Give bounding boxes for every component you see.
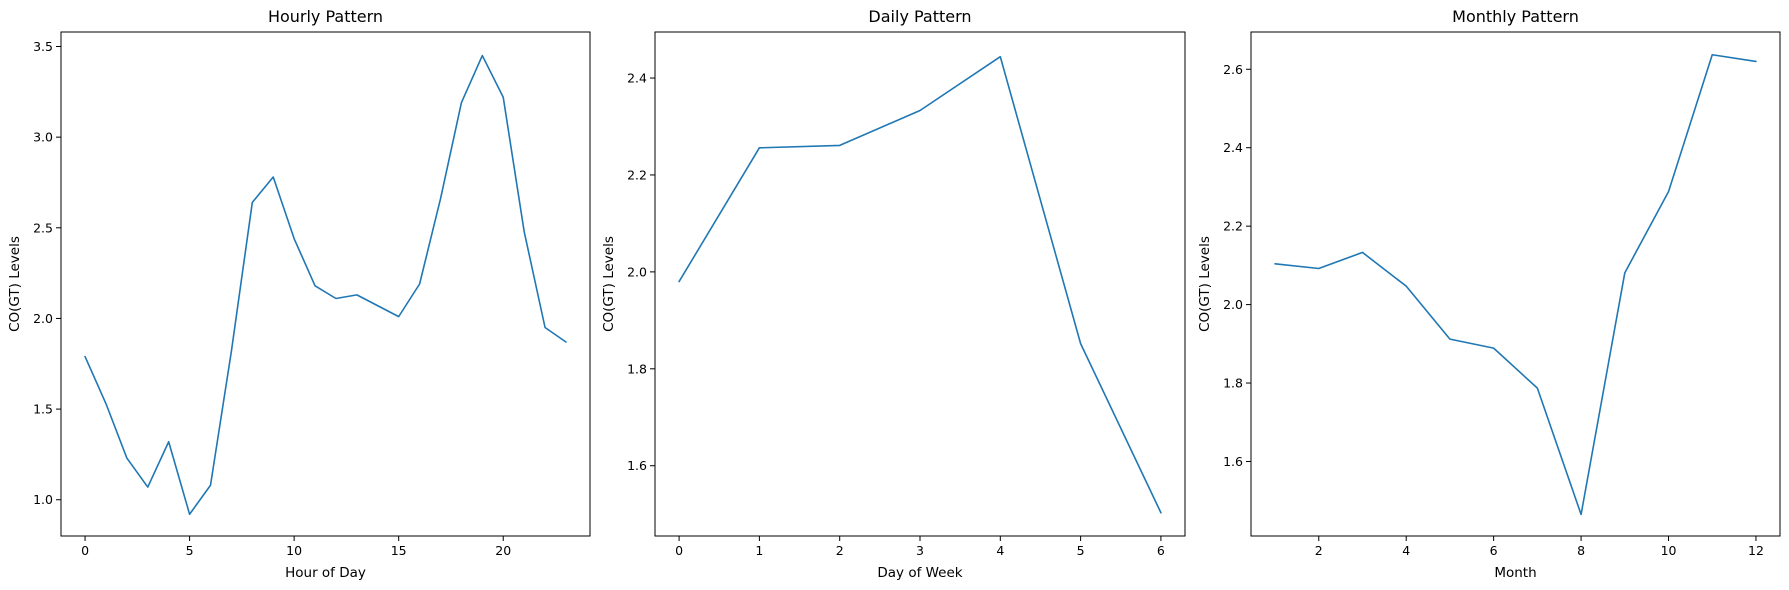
- monthly-chart-title: Monthly Pattern: [1452, 7, 1579, 26]
- monthly-y-axis-label: CO(GT) Levels: [1197, 236, 1213, 332]
- hourly-x-tick-label: 5: [186, 543, 194, 558]
- hourly-y-tick-label: 3.0: [33, 130, 53, 145]
- monthly-plot-frame: [1250, 31, 1781, 537]
- daily-x-axis-label: Day of Week: [877, 565, 962, 581]
- daily-y-tick-label: 2.2: [627, 167, 647, 182]
- daily-chart-title: Daily Pattern: [868, 7, 971, 26]
- hourly-y-tick-label: 2.0: [33, 311, 53, 326]
- monthly-y-tick-label: 2.6: [1223, 62, 1243, 77]
- monthly-x-axis-label: Month: [1494, 565, 1536, 581]
- hourly-x-tick-label: 20: [495, 543, 511, 558]
- hourly-y-tick-label: 1.0: [33, 492, 53, 507]
- daily-x-tick-label: 5: [1077, 543, 1085, 558]
- daily-y-tick-label: 2.4: [627, 71, 647, 86]
- monthly-y-tick-label: 1.6: [1223, 454, 1243, 469]
- daily-series-line: [678, 55, 1162, 514]
- hourly-y-axis-label: CO(GT) Levels: [7, 236, 23, 332]
- hourly-x-tick-label: 15: [391, 543, 407, 558]
- monthly-x-tick-label: 12: [1748, 543, 1764, 558]
- monthly-x-tick-label: 4: [1402, 543, 1410, 558]
- monthly-x-tick-label: 2: [1315, 543, 1323, 558]
- monthly-pattern-panel: Monthly Pattern 2 4 6 8 10 12 1.6 1.8 2.0 2.2 2.4 2.…: [1197, 7, 1781, 581]
- hourly-x-tick-label: 10: [286, 543, 302, 558]
- hourly-y-tick-label: 3.5: [33, 39, 53, 54]
- daily-pattern-panel: Daily Pattern 0 1 2 3 4 5 6 1.6 1.8 2.0 2.2 2.4 Day o…: [601, 7, 1186, 581]
- monthly-y-tick-label: 1.8: [1223, 376, 1243, 391]
- monthly-y-tick-label: 2.4: [1223, 140, 1243, 155]
- daily-x-tick-label: 6: [1157, 543, 1165, 558]
- hourly-x-tick-label: 0: [81, 543, 89, 558]
- hourly-y-tick-label: 2.5: [33, 220, 53, 235]
- hourly-plot-frame: [60, 31, 591, 537]
- hourly-chart-title: Hourly Pattern: [268, 7, 383, 26]
- monthly-x-tick-label: 6: [1490, 543, 1498, 558]
- monthly-x-tick-label: 10: [1661, 543, 1677, 558]
- daily-x-tick-label: 3: [916, 543, 924, 558]
- daily-y-axis-label: CO(GT) Levels: [601, 236, 617, 332]
- daily-x-tick-label: 0: [675, 543, 683, 558]
- monthly-y-tick-label: 2.0: [1223, 297, 1243, 312]
- daily-x-tick-label: 4: [996, 543, 1004, 558]
- hourly-pattern-panel: Hourly Pattern 0 5 10 15 20 1.0 1.5 2.0 2.5 3.0 3.5…: [7, 7, 591, 581]
- monthly-x-tick-label: 8: [1577, 543, 1585, 558]
- daily-y-tick-label: 1.8: [627, 361, 647, 376]
- daily-y-tick-label: 2.0: [627, 264, 647, 279]
- daily-y-tick-label: 1.6: [627, 458, 647, 473]
- daily-x-tick-label: 1: [755, 543, 763, 558]
- daily-x-tick-label: 2: [836, 543, 844, 558]
- monthly-y-tick-label: 2.2: [1223, 219, 1243, 234]
- monthly-series-line: [1274, 53, 1757, 516]
- hourly-y-tick-label: 1.5: [33, 402, 53, 417]
- hourly-x-axis-label: Hour of Day: [285, 565, 366, 581]
- hourly-series-line: [84, 54, 567, 516]
